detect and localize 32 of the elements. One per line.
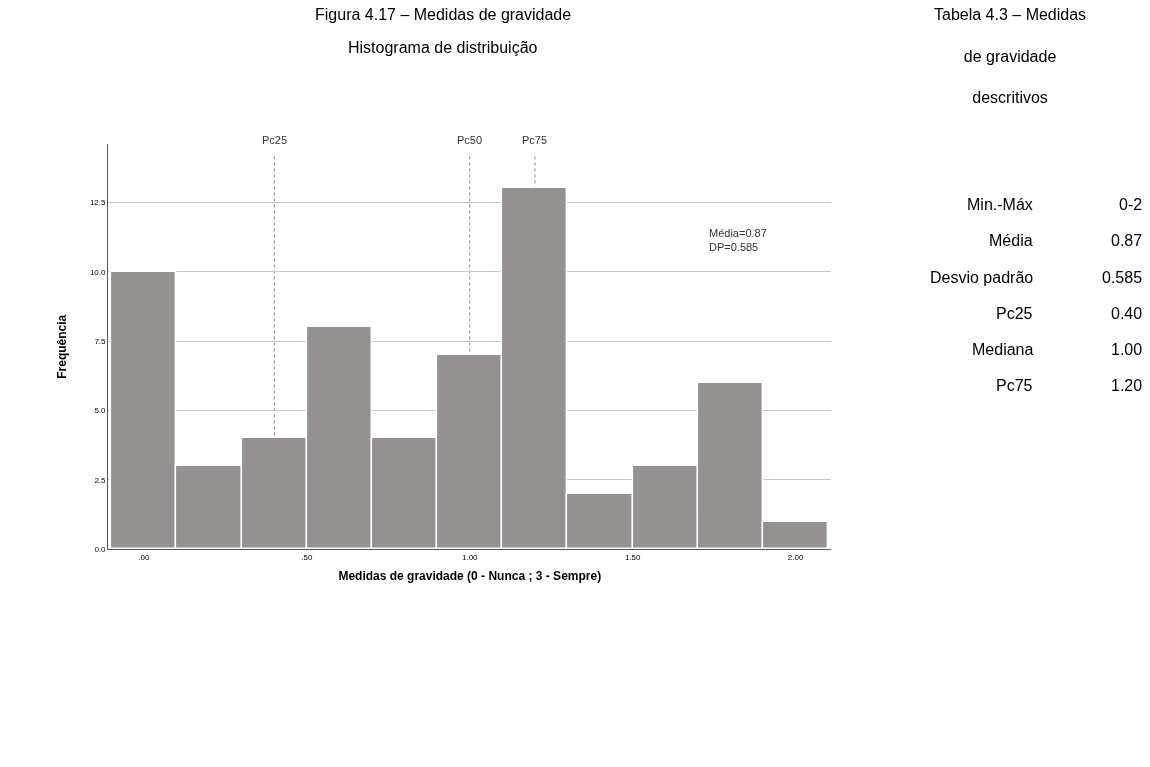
text: 1.00: [1111, 341, 1143, 358]
y-tick-label: 2.5: [94, 475, 107, 485]
text: 0-2: [1119, 196, 1143, 213]
text: Média: [989, 232, 1033, 249]
text: Mediana: [972, 341, 1034, 358]
text: Pc75: [996, 377, 1033, 394]
text: 0.585: [1102, 269, 1143, 286]
ref-line-label: Pc50: [457, 134, 483, 146]
annotation: Média=0.87 DP=0.585: [709, 227, 767, 254]
ref-line-label: Pc75: [522, 134, 548, 146]
x-tick-label: .50: [301, 553, 313, 562]
x-tick-label: 2.00: [787, 553, 804, 562]
text: 0.87: [1111, 232, 1143, 249]
x-tick-label: .00: [138, 553, 151, 562]
y-tick-label: 12.5: [89, 198, 107, 208]
text: Pc25: [996, 305, 1033, 322]
x-tick-label: 1.50: [624, 553, 642, 562]
x-tick-label: 1.00: [461, 553, 479, 562]
chart-subtitle: Histograma de distribuição: [348, 39, 538, 56]
text: Tabela 4.3 – Medidas de gravidade descritivos: [934, 6, 1087, 107]
y-tick-label: 7.5: [94, 336, 107, 346]
text: Min.-Máx: [967, 196, 1033, 213]
text: Desvio padrão: [930, 269, 1034, 286]
y-tick-label: 5.0: [94, 406, 107, 416]
y-tick-label: 0.0: [94, 545, 107, 555]
chart-title: Figura 4.17 – Medidas de gravidade: [315, 6, 572, 23]
y-axis-title: Frequência: [55, 314, 70, 379]
ref-line-label: Pc25: [262, 134, 288, 146]
text: 0.40: [1111, 305, 1143, 322]
x-axis-title: Medidas de gravidade (0 - Nunca ; 3 - Sempre): [338, 568, 602, 583]
y-tick-label: 10.0: [89, 267, 107, 277]
text: 1.20: [1111, 377, 1143, 394]
